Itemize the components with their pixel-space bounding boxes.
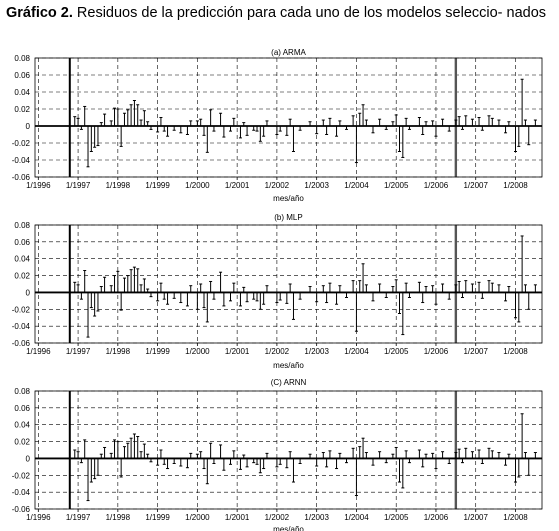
y-tick-label: 0.06 — [14, 71, 30, 80]
x-tick-label: 1/2002 — [265, 181, 290, 190]
y-tick-label: 0.04 — [14, 421, 30, 430]
figure-title: Gráfico 2. Residuos de la predicción par… — [6, 4, 551, 22]
x-tick-label: 1/1996 — [26, 513, 51, 522]
y-tick-label: 0.04 — [14, 88, 30, 97]
x-tick-label: 1/2007 — [463, 181, 488, 190]
chart-panel-1: (a) ARMA 0.08 0.06 0.04 0.02 0 -0.02 -0.04 -0.06… — [12, 48, 543, 203]
x-tick-label: 1/1996 — [26, 181, 51, 190]
x-tick-label: 1/2000 — [185, 181, 210, 190]
y-tick-label: 0.02 — [14, 438, 30, 447]
chart-title: (a) ARMA — [271, 48, 306, 57]
y-tick-label: 0.08 — [14, 221, 30, 230]
y-tick-label: 0.08 — [14, 54, 30, 63]
y-tick-label: 0.02 — [14, 272, 30, 281]
y-tick-label: 0.08 — [14, 387, 30, 396]
x-tick-label: 1/2001 — [225, 347, 250, 356]
y-tick-label: -0.02 — [12, 305, 31, 314]
y-tick-label: -0.04 — [12, 322, 31, 331]
x-tick-label: 1/2007 — [463, 513, 488, 522]
y-tick-label: -0.02 — [12, 139, 31, 148]
y-tick-label: -0.06 — [12, 505, 31, 514]
y-tick-label: -0.04 — [12, 156, 31, 165]
x-tick-label: 1/2006 — [424, 181, 449, 190]
y-tick-label: 0.02 — [14, 105, 30, 114]
y-tick-label: 0 — [26, 288, 31, 297]
x-tick-label: 1/1997 — [66, 513, 91, 522]
x-tick-label: 1/1997 — [66, 181, 91, 190]
x-tick-label: 1/1997 — [66, 347, 91, 356]
x-tick-label: 1/1998 — [106, 347, 131, 356]
x-tick-label: 1/2006 — [424, 347, 449, 356]
x-tick-label: 1/2001 — [225, 181, 250, 190]
x-axis-label: mes/año — [273, 525, 304, 531]
x-tick-label: 1/2002 — [265, 347, 290, 356]
x-tick-label: 1/2004 — [344, 513, 369, 522]
x-tick-label: 1/2005 — [384, 347, 409, 356]
y-tick-label: 0.06 — [14, 238, 30, 247]
y-tick-label: -0.06 — [12, 339, 31, 348]
x-tick-label: 1/2001 — [225, 513, 250, 522]
y-tick-label: 0 — [26, 454, 31, 463]
y-tick-label: 0.06 — [14, 404, 30, 413]
x-tick-label: 1/1999 — [145, 513, 170, 522]
x-tick-label: 1/1998 — [106, 513, 131, 522]
x-tick-label: 1/2003 — [304, 513, 329, 522]
x-tick-label: 1/2008 — [503, 347, 528, 356]
x-tick-label: 1/2004 — [344, 347, 369, 356]
plot-frame — [34, 224, 543, 344]
chart-panel-2: (b) MLP0.080.060.040.020-0.02-0.04-0.061… — [12, 213, 543, 370]
x-tick-label: 1/1999 — [145, 347, 170, 356]
chart-title: (b) MLP — [274, 213, 302, 222]
x-tick-label: 1/2004 — [344, 181, 369, 190]
plot-frame — [34, 57, 543, 178]
x-axis-label: mes/año — [273, 194, 304, 203]
x-tick-label: 1/2002 — [265, 513, 290, 522]
y-tick-label: -0.02 — [12, 471, 31, 480]
x-tick-label: 1/2005 — [384, 181, 409, 190]
y-tick-label: 0.04 — [14, 255, 30, 264]
x-tick-label: 1/1999 — [145, 181, 170, 190]
x-tick-label: 1/2000 — [185, 513, 210, 522]
x-tick-label: 1/2006 — [424, 513, 449, 522]
figure-title-text: Residuos de la predicción para cada uno … — [76, 5, 547, 21]
x-tick-label: 1/2008 — [503, 513, 528, 522]
y-tick-label: -0.06 — [12, 173, 31, 182]
chart-panel-3: (C) ARNN 0.08 0.06 0.04 0.02 0 -0.02 -0.04 -0.06… — [12, 378, 543, 531]
chart-title: (C) ARNN — [271, 378, 307, 387]
plot-frame — [34, 390, 543, 510]
x-tick-label: 1/2007 — [463, 347, 488, 356]
x-axis-label: mes/año — [273, 361, 304, 370]
x-tick-label: 1/2005 — [384, 513, 409, 522]
x-tick-label: 1/2003 — [304, 347, 329, 356]
y-tick-label: 0 — [26, 122, 31, 131]
x-tick-label: 1/1996 — [26, 347, 51, 356]
x-tick-label: 1/2003 — [304, 181, 329, 190]
figure-label: Gráfico 2. — [6, 5, 73, 21]
y-tick-label: -0.04 — [12, 488, 31, 497]
x-tick-label: 1/1998 — [106, 181, 131, 190]
x-tick-label: 1/2008 — [503, 181, 528, 190]
x-tick-label: 1/2000 — [185, 347, 210, 356]
